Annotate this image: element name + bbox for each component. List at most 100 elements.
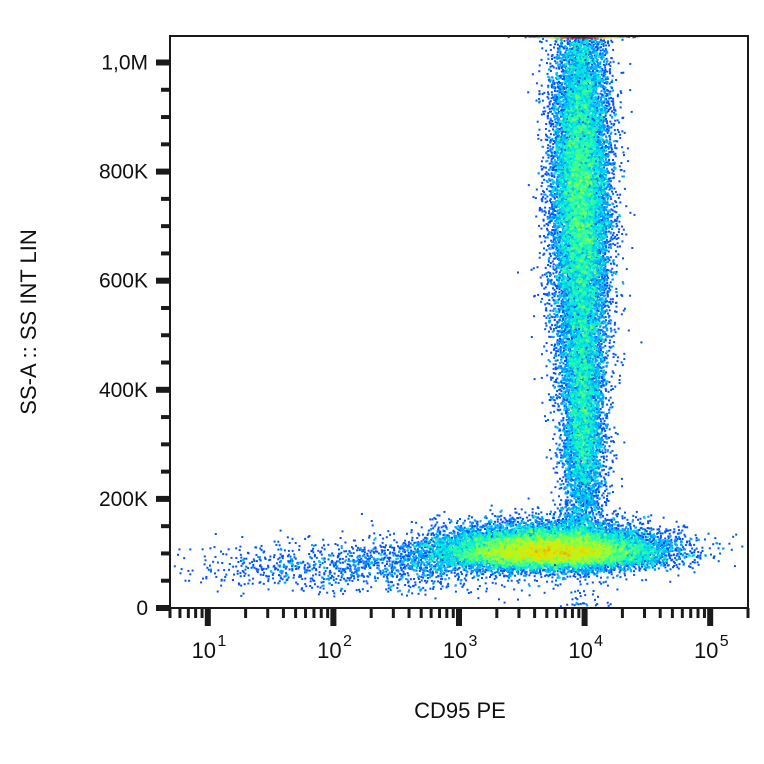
data-point [615,521,617,523]
data-point [684,544,687,547]
data-point [682,546,684,549]
data-point [665,529,668,532]
data-point [673,564,676,567]
data-point [701,546,704,549]
data-point [436,514,439,517]
data-points-layer [173,36,744,608]
data-point [652,528,655,531]
data-point [650,529,653,532]
data-point [515,568,518,571]
data-point [476,567,479,569]
data-point [667,549,670,552]
data-point [507,579,510,582]
data-point [658,560,661,563]
data-point [656,561,659,564]
data-point [437,540,440,543]
data-point [442,522,445,525]
data-point [470,523,473,526]
data-point [485,524,488,527]
data-point [668,540,671,543]
data-point [579,583,582,586]
data-point [374,547,377,550]
data-point [619,576,622,579]
data-point [562,527,564,530]
data-point [644,569,647,572]
data-point [374,550,377,553]
data-point [658,561,661,564]
data-point [433,541,436,544]
data-point [468,514,471,517]
data-point [407,551,410,554]
data-point [613,518,616,521]
data-point [669,543,672,545]
data-point [537,527,540,529]
data-point [647,515,650,518]
data-point [664,537,667,540]
data-point [656,528,659,531]
data-point [728,542,731,545]
data-point [670,541,673,544]
data-point [452,555,455,558]
data-point [657,567,660,570]
data-point [733,565,736,568]
data-point [635,542,637,545]
data-point [677,546,679,549]
data-point [520,522,522,525]
data-point [370,520,373,522]
data-point [608,571,611,574]
data-point [646,563,649,566]
data-point [415,521,418,524]
data-point [719,552,722,555]
data-point [410,551,413,554]
data-point [432,532,435,535]
data-point [447,570,450,573]
data-point [699,554,702,557]
data-point [641,565,643,568]
data-point [411,565,414,568]
data-point [563,571,566,574]
data-point [655,561,658,564]
data-point [550,520,553,523]
data-point [619,531,622,533]
data-point [669,550,672,553]
data-point [596,529,599,532]
data-point [512,522,515,525]
data-point [510,570,512,573]
data-point [439,558,442,561]
data-point [418,534,421,537]
data-point [611,520,613,523]
data-point [634,567,637,570]
data-point [484,571,487,573]
data-point [521,517,524,520]
data-point [445,537,448,540]
data-point [521,570,523,573]
data-point [662,545,665,548]
data-point [624,511,626,514]
data-point [532,529,535,532]
data-point [508,520,511,522]
data-point [549,513,552,515]
data-point [460,571,463,574]
data-point [661,556,664,558]
data-point [407,545,410,548]
data-point [496,523,499,526]
data-point [680,552,682,555]
data-point [639,517,642,520]
data-point [487,562,490,565]
data-point [695,536,698,539]
data-point [718,542,721,545]
data-point [540,522,543,525]
data-point [529,568,532,571]
data-point [603,570,605,573]
data-point [679,543,682,546]
data-point [659,545,662,548]
data-point [436,536,439,539]
data-point [386,560,389,563]
data-point [357,546,360,549]
data-point [459,530,462,533]
data-point [422,554,425,557]
data-point [646,527,649,529]
